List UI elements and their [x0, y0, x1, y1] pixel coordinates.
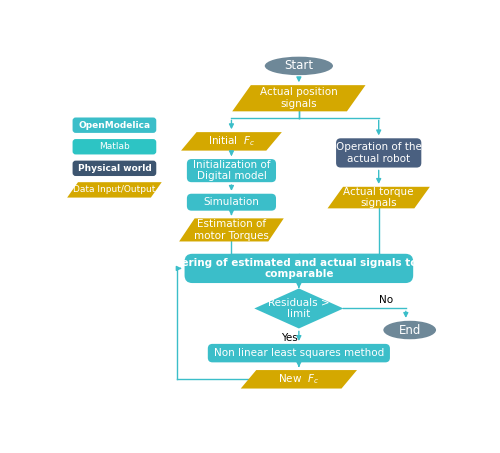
Text: Data Input/Output: Data Input/Output [73, 185, 156, 194]
Text: New  $F_c$: New $F_c$ [278, 372, 320, 386]
Text: No: No [380, 294, 394, 304]
Text: Physical world: Physical world [78, 164, 152, 173]
Text: Start: Start [284, 59, 314, 72]
FancyBboxPatch shape [184, 254, 413, 283]
Text: Actual position
signals: Actual position signals [260, 87, 338, 109]
Polygon shape [328, 187, 430, 208]
FancyBboxPatch shape [72, 139, 156, 154]
Text: OpenModelica: OpenModelica [78, 120, 150, 130]
Text: Matlab: Matlab [99, 142, 130, 151]
FancyBboxPatch shape [72, 117, 156, 133]
Text: Residuals >
limit: Residuals > limit [268, 298, 330, 319]
FancyBboxPatch shape [336, 138, 422, 168]
Text: Initialization of
Digital model: Initialization of Digital model [192, 160, 270, 182]
FancyBboxPatch shape [208, 344, 390, 362]
FancyBboxPatch shape [187, 159, 276, 182]
Text: Filtering of estimated and actual signals to be
comparable: Filtering of estimated and actual signal… [162, 258, 436, 279]
Polygon shape [254, 289, 344, 328]
Text: Simulation: Simulation [204, 197, 260, 207]
Text: End: End [398, 323, 421, 337]
Polygon shape [181, 132, 282, 150]
FancyBboxPatch shape [72, 161, 156, 176]
Polygon shape [179, 218, 284, 241]
Text: Yes: Yes [281, 333, 298, 343]
Polygon shape [67, 182, 162, 198]
Ellipse shape [384, 321, 436, 339]
Text: Initial  $F_c$: Initial $F_c$ [208, 135, 255, 148]
Polygon shape [241, 370, 357, 389]
Text: Estimation of
motor Torques: Estimation of motor Torques [194, 219, 269, 241]
Polygon shape [232, 85, 366, 111]
Text: Non linear least squares method: Non linear least squares method [214, 348, 384, 358]
FancyBboxPatch shape [187, 194, 276, 211]
Text: Operation of the
actual robot: Operation of the actual robot [336, 142, 422, 164]
Ellipse shape [265, 57, 333, 75]
Text: Actual torque
signals: Actual torque signals [344, 187, 414, 208]
